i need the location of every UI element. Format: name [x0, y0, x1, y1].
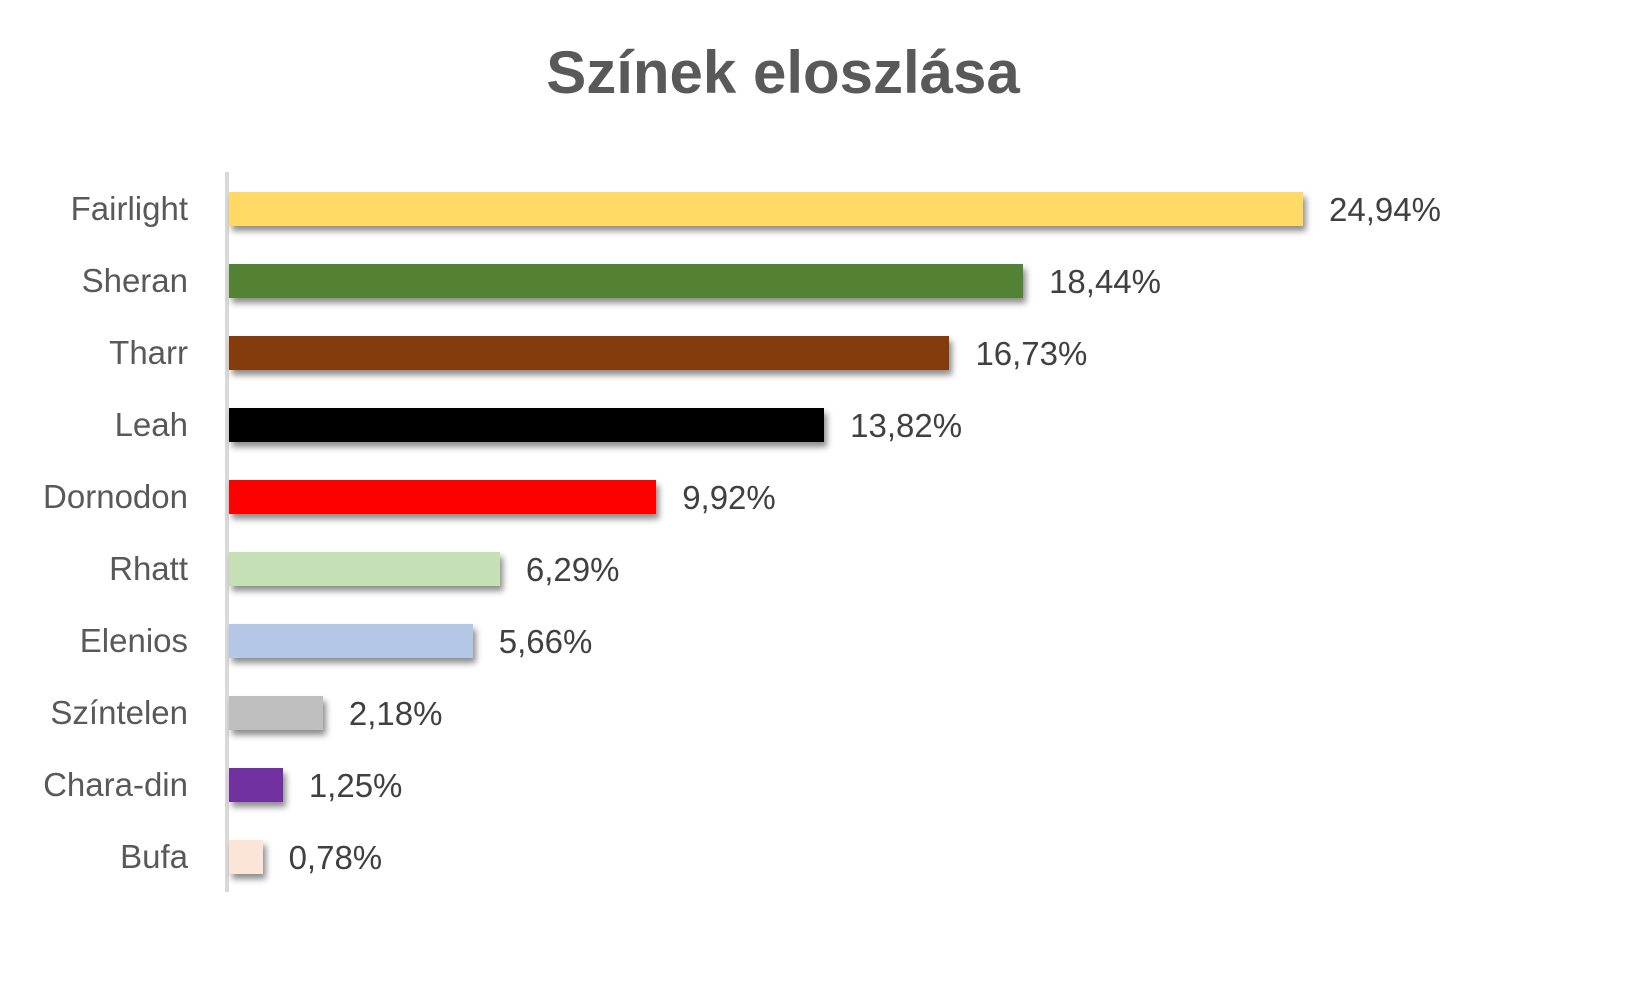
bar-row: Bufa 0,78%	[0, 838, 1650, 876]
data-label: 16,73%	[975, 335, 1088, 372]
data-label: 2,18%	[348, 695, 443, 732]
bar	[229, 480, 657, 514]
category-label: Chara-din	[43, 766, 188, 803]
category-label: Bufa	[120, 838, 188, 875]
bar	[229, 264, 1024, 298]
data-label: 18,44%	[1049, 263, 1162, 300]
data-label: 0,78%	[288, 839, 383, 876]
bar	[229, 840, 263, 874]
bar-row: Leah 13,82%	[0, 406, 1650, 444]
data-label: 6,29%	[525, 551, 620, 588]
bar-row: Tharr 16,73%	[0, 334, 1650, 372]
category-label: Fairlight	[70, 190, 188, 227]
category-axis-line	[225, 172, 229, 892]
bar-row: Dornodon 9,92%	[0, 478, 1650, 516]
bar-row: Fairlight 24,94%	[0, 190, 1650, 228]
category-label: Elenios	[79, 622, 188, 659]
bar-row: Sheran 18,44%	[0, 262, 1650, 300]
data-label: 13,82%	[850, 407, 963, 444]
bar	[229, 696, 323, 730]
category-label: Rhatt	[109, 550, 188, 587]
bar-row: Rhatt 6,29%	[0, 550, 1650, 588]
bar-row: Színtelen 2,18%	[0, 694, 1650, 732]
category-label: Színtelen	[50, 694, 188, 731]
category-label: Sheran	[81, 262, 188, 299]
category-label: Dornodon	[43, 478, 188, 515]
bar	[229, 552, 500, 586]
data-label: 5,66%	[498, 623, 593, 660]
bar	[229, 768, 283, 802]
category-label: Tharr	[109, 334, 188, 371]
data-label: 9,92%	[682, 479, 776, 516]
bar	[229, 624, 473, 658]
bar-row: Chara-din 1,25%	[0, 766, 1650, 804]
bar	[229, 408, 825, 442]
bar	[229, 336, 950, 370]
category-label: Leah	[114, 406, 188, 443]
data-label: 24,94%	[1329, 191, 1441, 228]
bar	[229, 192, 1303, 226]
bar-row: Elenios 5,66%	[0, 622, 1650, 660]
chart-title: Színek eloszlása	[546, 39, 1020, 106]
data-label: 1,25%	[308, 767, 403, 804]
